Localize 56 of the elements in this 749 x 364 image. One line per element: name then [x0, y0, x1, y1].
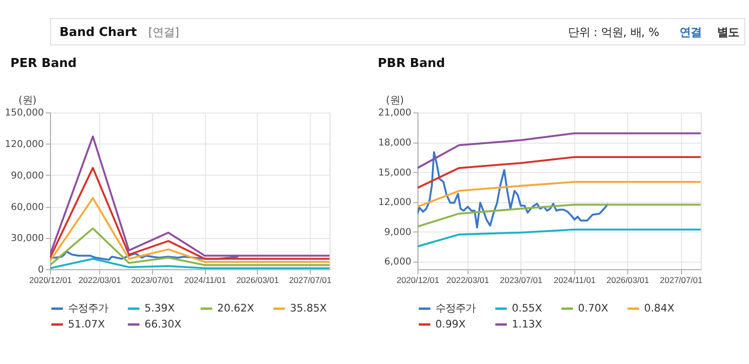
x-tick-label: 2023/07/01: [500, 274, 543, 285]
x-tick-label: 2026/03/01: [606, 274, 650, 285]
legend-label: 5.39X: [144, 302, 175, 314]
text: 별도: [717, 24, 740, 39]
line-series: [417, 151, 610, 228]
x-tick-label: 2023/07/01: [131, 274, 174, 285]
y-axis-title: (원): [386, 94, 404, 106]
legend-label: 수정주가: [435, 302, 476, 314]
y-tick-label: 9,000: [384, 226, 412, 238]
x-tick-label: 2020/12/01: [396, 274, 440, 285]
y-tick-label: 120,000: [4, 139, 44, 150]
line-series: [50, 136, 330, 257]
line-series: [417, 132, 701, 169]
line-series: [417, 180, 701, 208]
line-series: [417, 204, 701, 228]
legend-label: 20.62X: [217, 302, 254, 314]
y-axis-title: (원): [18, 94, 37, 106]
x-tick-label: 2022/03/01: [78, 274, 122, 285]
x-tick-label: 2027/07/01: [660, 274, 703, 285]
text: 연결: [679, 24, 702, 39]
x-tick-label: 2020/12/01: [29, 274, 72, 285]
y-tick-label: 150,000: [4, 108, 44, 119]
line-series: [50, 228, 330, 266]
chart-title: PBR Band: [378, 56, 446, 70]
y-tick-label: 6,000: [384, 256, 412, 268]
x-tick-label: 2024/11/01: [554, 274, 596, 285]
text: Band Chart: [60, 24, 137, 39]
x-tick-label: 2027/07/01: [288, 274, 332, 285]
y-tick-label: 90,000: [10, 170, 44, 182]
legend-label: 0.99X: [435, 318, 466, 330]
y-tick-label: 0: [38, 264, 44, 276]
line-series: [417, 156, 701, 189]
legend-label: 66.30X: [144, 318, 182, 330]
line-series: [50, 166, 330, 260]
chart-title: PER Band: [10, 56, 77, 70]
legend-label: 1.13X: [512, 318, 542, 330]
text: [연결]: [148, 24, 180, 39]
x-tick-label: 2022/03/01: [446, 274, 490, 285]
legend-label: 0.70X: [578, 302, 608, 314]
y-tick-label: 60,000: [10, 202, 44, 213]
legend-label: 35.85X: [290, 302, 327, 314]
line-series: [50, 250, 240, 261]
x-tick-label: 2024/11/01: [184, 274, 226, 285]
legend-label: 51.07X: [68, 318, 105, 330]
x-tick-label: 2026/03/01: [236, 274, 280, 285]
line-series: [50, 197, 330, 263]
y-tick-label: 30,000: [10, 233, 44, 244]
legend-label: 수정주가: [68, 302, 108, 314]
y-tick-label: 21,000: [378, 108, 412, 119]
y-tick-label: 15,000: [378, 167, 412, 178]
y-tick-label: 18,000: [378, 138, 412, 149]
legend-label: 0.84X: [644, 302, 674, 314]
line-series: [417, 228, 701, 248]
text: 단위 : 억원, 배, %: [568, 24, 660, 39]
y-tick-label: 12,000: [378, 197, 412, 208]
legend-label: 0.55X: [512, 302, 542, 314]
